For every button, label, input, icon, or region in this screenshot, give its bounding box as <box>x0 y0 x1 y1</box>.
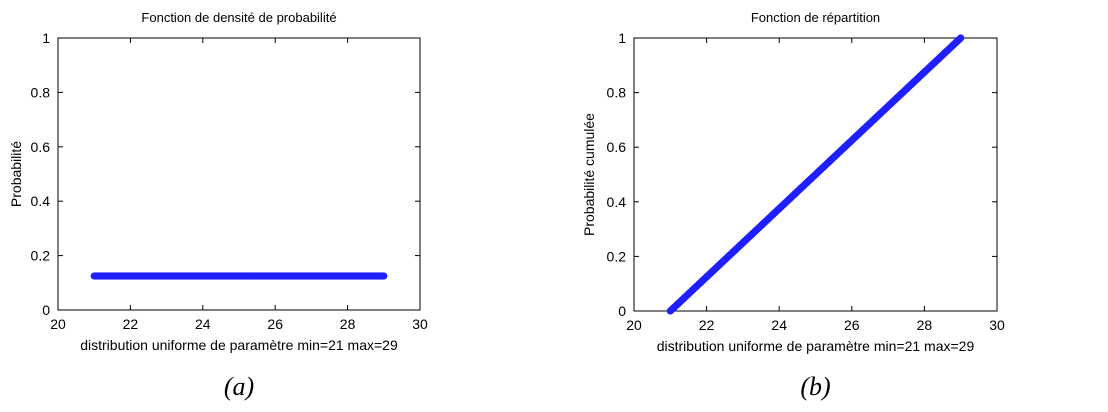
chart-a-x-tick-label: 26 <box>267 316 283 332</box>
chart-b-x-tick-label: 22 <box>699 317 715 333</box>
chart-b-y-axis-label: Probabilité cumulée <box>581 113 597 236</box>
chart-b-y-tick-label: 0.4 <box>607 194 627 210</box>
chart-b-y-tick-label: 0.2 <box>607 248 627 264</box>
chart-b-y-tick-label: 0 <box>618 303 626 319</box>
chart-a-y-tick-label: 0.4 <box>31 193 51 209</box>
chart-b-data-point <box>957 34 965 42</box>
chart-b-x-ticks: 20 22 24 26 28 30 <box>626 38 1005 333</box>
chart-a-data-point <box>380 272 388 280</box>
chart-a-y-tick-label: 0.2 <box>31 248 51 264</box>
chart-b-x-tick-label: 20 <box>626 317 642 333</box>
chart-b-caption: (b) <box>800 372 830 401</box>
chart-b-x-axis-label: distribution uniforme de paramètre min=2… <box>657 338 975 354</box>
chart-a: Fonction de densité de probabilité 00.20… <box>8 10 428 401</box>
chart-a-y-tick-label: 0.6 <box>31 139 51 155</box>
chart-b: Fonction de répartition 0 0.2 0.4 0.6 0.8 1 2… <box>581 10 1005 401</box>
chart-a-y-tick-label: 0.8 <box>31 84 51 100</box>
chart-a-y-tick-label: 0 <box>42 302 50 318</box>
chart-a-x-axis-label: distribution uniforme de paramètre min=2… <box>80 337 398 353</box>
chart-a-plot-area <box>57 37 421 311</box>
chart-a-x-tick-label: 20 <box>50 316 66 332</box>
chart-b-x-tick-label: 24 <box>771 317 787 333</box>
chart-a-title: Fonction de densité de probabilité <box>141 10 336 25</box>
chart-b-marks <box>666 34 965 315</box>
chart-a-x-tick-label: 30 <box>412 316 428 332</box>
chart-b-x-tick-label: 30 <box>989 317 1005 333</box>
chart-a-y-ticks: 0 0.2 0.4 0.6 0.8 1 <box>31 30 420 318</box>
chart-b-title: Fonction de répartition <box>751 10 880 25</box>
chart-b-x-tick-label: 26 <box>844 317 860 333</box>
chart-b-y-ticks: 0 0.2 0.4 0.6 0.8 1 <box>607 30 997 319</box>
chart-b-y-tick-label: 1 <box>618 30 626 46</box>
chart-a-x-ticks: 20 22 24 26 28 30 <box>50 38 428 332</box>
chart-a-y-tick-label: 1 <box>42 30 50 46</box>
chart-b-y-tick-label: 0.6 <box>607 139 627 155</box>
chart-a-x-tick-label: 24 <box>195 316 211 332</box>
chart-a-x-tick-label: 28 <box>340 316 356 332</box>
chart-a-marks <box>90 272 388 280</box>
chart-b-x-tick-label: 28 <box>917 317 933 333</box>
chart-a-y-axis-label: Probabilité <box>8 141 24 207</box>
chart-a-caption: (a) <box>224 372 254 401</box>
chart-a-x-tick-label: 22 <box>123 316 139 332</box>
chart-b-y-tick-label: 0.8 <box>607 85 627 101</box>
